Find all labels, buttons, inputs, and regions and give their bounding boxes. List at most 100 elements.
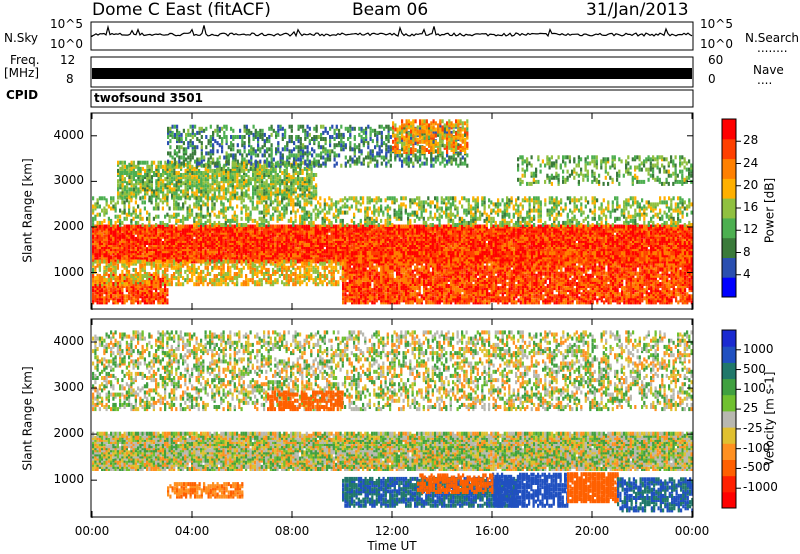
data-cell	[243, 255, 245, 259]
data-cell	[360, 294, 362, 298]
data-cell	[659, 225, 661, 229]
data-cell	[344, 251, 346, 255]
data-cell	[603, 225, 605, 229]
data-cell	[328, 235, 330, 239]
data-cell	[373, 229, 375, 233]
data-cell	[365, 251, 367, 255]
data-cell	[128, 225, 130, 229]
data-cell	[272, 225, 274, 229]
data-cell	[544, 237, 546, 241]
data-cell	[139, 225, 141, 229]
data-cell	[209, 225, 211, 229]
data-cell	[468, 225, 470, 229]
data-cell	[484, 225, 486, 229]
data-cell	[614, 225, 616, 229]
data-cell	[265, 225, 267, 229]
data-cell	[605, 245, 607, 249]
data-cell	[371, 276, 373, 280]
data-cell	[430, 233, 432, 237]
data-cell	[292, 245, 294, 249]
data-cell	[688, 231, 690, 235]
data-cell	[488, 229, 490, 233]
data-cell	[598, 247, 600, 251]
data-cell	[371, 255, 373, 259]
data-cell	[193, 239, 195, 243]
data-cell	[304, 231, 306, 235]
data-cell	[646, 225, 648, 229]
data-cell	[661, 245, 663, 249]
data-cell	[515, 233, 517, 237]
data-cell	[218, 225, 220, 229]
data-cell	[664, 225, 666, 229]
data-cell	[621, 245, 623, 249]
data-cell	[286, 243, 288, 247]
data-cell	[661, 231, 663, 235]
data-cell	[144, 225, 146, 229]
data-cell	[434, 233, 436, 237]
data-cell	[360, 264, 362, 268]
data-cell	[376, 259, 378, 263]
data-cell	[270, 225, 272, 229]
data-cell	[342, 300, 344, 304]
data-cell	[232, 253, 234, 257]
data-cell	[173, 225, 175, 229]
data-cell	[270, 239, 272, 243]
data-cell	[128, 249, 130, 253]
data-cell	[481, 225, 483, 229]
data-cell	[443, 225, 445, 229]
data-cell	[531, 225, 533, 229]
data-cell	[666, 225, 668, 229]
data-cell	[254, 245, 256, 249]
data-cell	[551, 241, 553, 245]
data-cell	[612, 237, 614, 241]
data-cell	[99, 231, 101, 235]
data-cell	[630, 243, 632, 247]
data-cell	[454, 243, 456, 247]
data-cell	[549, 225, 551, 229]
data-cell	[268, 243, 270, 247]
data-cell	[551, 233, 553, 237]
data-cell	[461, 239, 463, 243]
data-cell	[344, 262, 346, 266]
data-cell	[178, 225, 180, 229]
data-cell	[308, 225, 310, 229]
data-cell	[670, 245, 672, 249]
data-cell	[245, 235, 247, 239]
data-cell	[169, 225, 171, 229]
data-cell	[625, 225, 627, 229]
data-cell	[605, 225, 607, 229]
data-cell	[445, 247, 447, 251]
data-cell	[560, 231, 562, 235]
data-cell	[574, 237, 576, 241]
data-cell	[202, 237, 204, 241]
data-cell	[587, 235, 589, 239]
noise-line	[92, 25, 692, 37]
data-cell	[405, 225, 407, 229]
data-cell	[691, 233, 693, 237]
data-cell	[356, 270, 358, 274]
data-cell	[394, 225, 396, 229]
data-cell	[360, 253, 362, 257]
data-cell	[385, 292, 387, 296]
data-cell	[461, 247, 463, 251]
data-cell	[616, 225, 618, 229]
data-cell	[475, 247, 477, 251]
data-cell	[351, 245, 353, 249]
data-cell	[202, 249, 204, 253]
data-cell	[677, 225, 679, 229]
data-cell	[376, 294, 378, 298]
data-cell	[628, 225, 630, 229]
data-cell	[621, 241, 623, 245]
data-cell	[349, 225, 351, 229]
data-cell	[380, 225, 382, 229]
data-cell	[162, 241, 164, 245]
data-cell	[347, 282, 349, 286]
data-cell	[333, 241, 335, 245]
data-cell	[225, 251, 227, 255]
data-cell	[124, 225, 126, 229]
data-cell	[326, 245, 328, 249]
data-cell	[333, 225, 335, 229]
data-cell	[187, 225, 189, 229]
power-panel	[91, 113, 693, 310]
data-cell	[423, 225, 425, 229]
